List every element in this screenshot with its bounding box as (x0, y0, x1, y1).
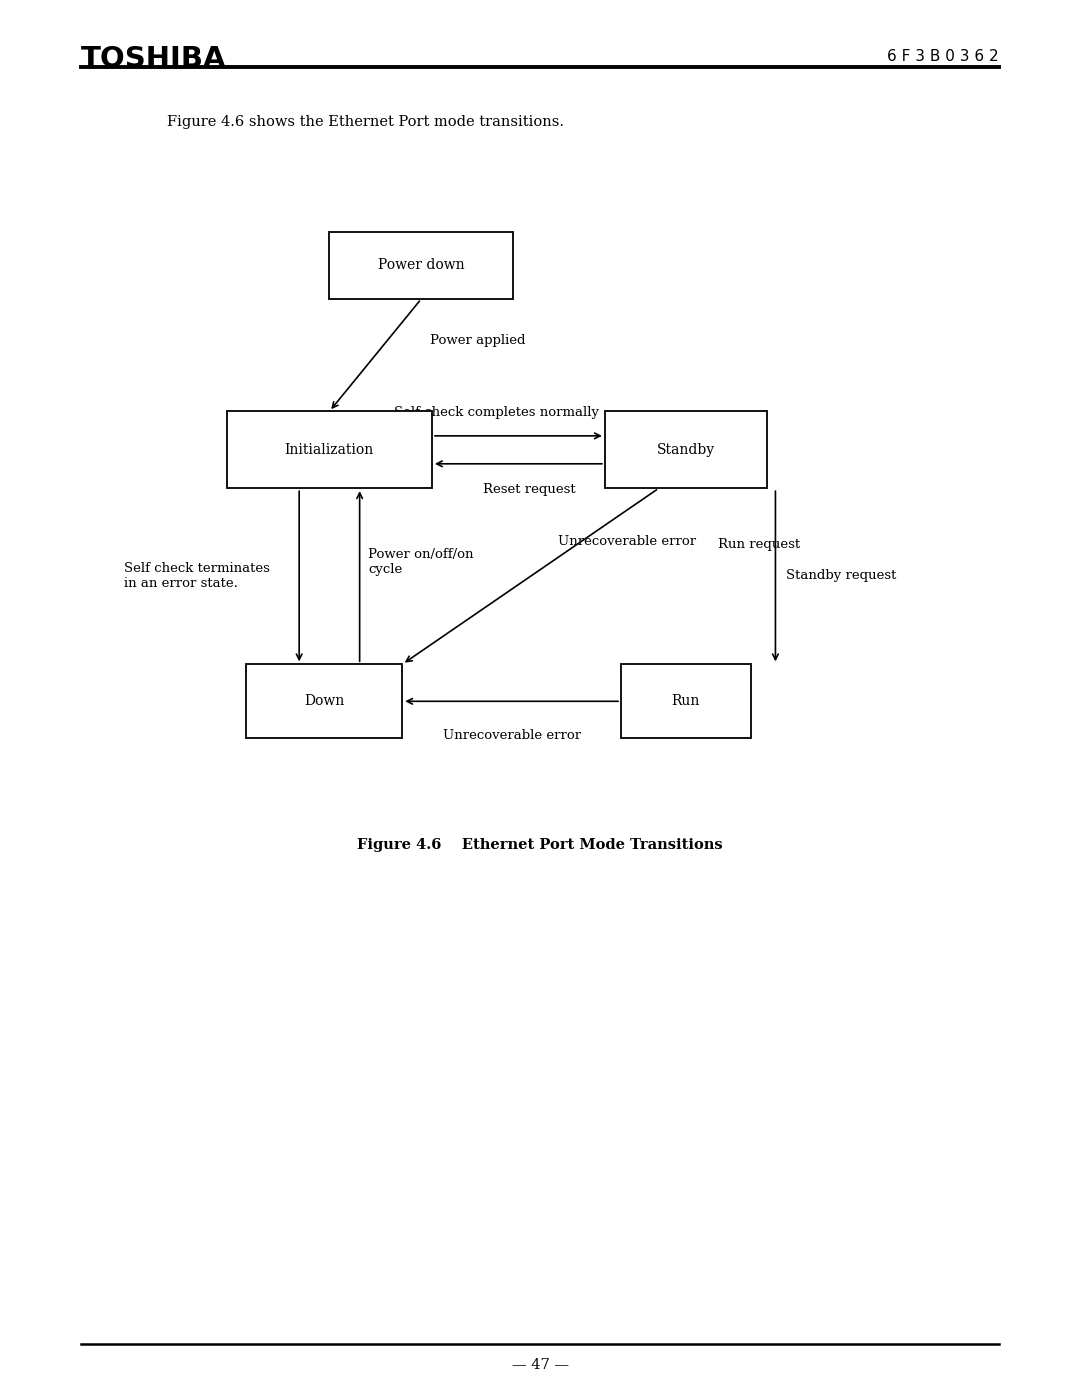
Text: Run: Run (672, 694, 700, 708)
Text: Self check terminates
in an error state.: Self check terminates in an error state. (124, 562, 270, 590)
Text: Standby: Standby (657, 443, 715, 457)
Text: Self check completes normally: Self check completes normally (394, 407, 599, 419)
Text: Power on/off/on
cycle: Power on/off/on cycle (368, 548, 474, 576)
Text: 6 F 3 B 0 3 6 2: 6 F 3 B 0 3 6 2 (888, 49, 999, 64)
Text: Run request: Run request (718, 538, 800, 550)
FancyBboxPatch shape (246, 665, 402, 739)
Text: Down: Down (303, 694, 345, 708)
Text: Initialization: Initialization (285, 443, 374, 457)
Text: TOSHIBA: TOSHIBA (81, 45, 227, 73)
Text: Unrecoverable error: Unrecoverable error (557, 535, 696, 549)
Text: Standby request: Standby request (786, 569, 896, 583)
FancyBboxPatch shape (605, 411, 767, 488)
Text: Figure 4.6 shows the Ethernet Port mode transitions.: Figure 4.6 shows the Ethernet Port mode … (167, 115, 565, 129)
Text: Reset request: Reset request (483, 483, 576, 496)
Text: Power applied: Power applied (430, 334, 525, 348)
FancyBboxPatch shape (227, 411, 432, 488)
FancyBboxPatch shape (621, 665, 751, 739)
Text: — 47 —: — 47 — (512, 1358, 568, 1372)
Text: Power down: Power down (378, 258, 464, 272)
Text: Unrecoverable error: Unrecoverable error (443, 729, 581, 742)
FancyBboxPatch shape (329, 232, 513, 299)
Text: Figure 4.6    Ethernet Port Mode Transitions: Figure 4.6 Ethernet Port Mode Transition… (357, 838, 723, 852)
